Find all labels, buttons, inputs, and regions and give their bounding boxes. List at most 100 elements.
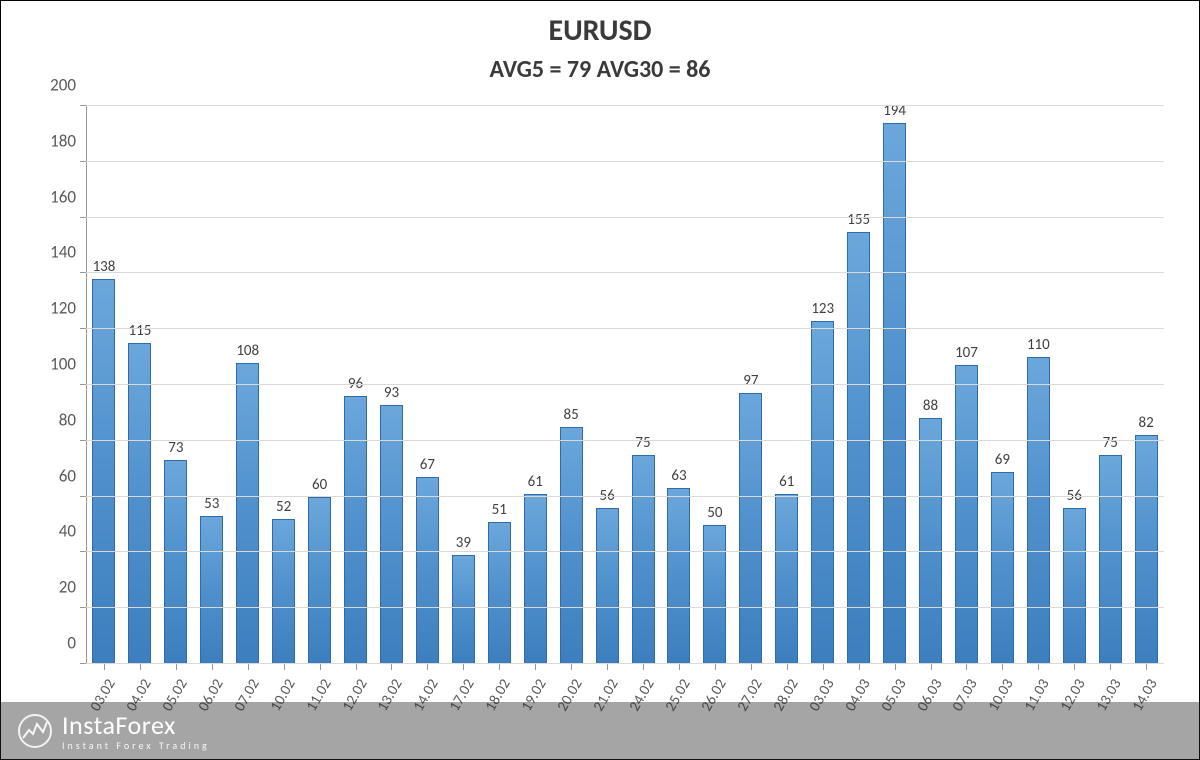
y-tick-label: 100 [50,354,76,375]
plot-inner: 1381157353108526096936739516185567563509… [86,106,1164,664]
x-tick-mark [751,664,752,670]
bar: 69 [991,472,1014,665]
bar: 50 [703,525,726,665]
bar-value-label: 61 [779,473,794,491]
x-tick-mark [320,664,321,670]
x-tick-mark [499,664,500,670]
watermark-bar: InstaForex Instant Forex Trading [0,702,1200,760]
bar-slot: 96 [338,106,374,664]
y-tick-mark [80,384,86,385]
bars-group: 1381157353108526096936739516185567563509… [86,106,1164,664]
bar-slot: 107 [949,106,985,664]
y-tick-label: 160 [50,186,76,207]
bar: 53 [200,516,223,664]
chart-title: EURUSD [6,12,1194,49]
x-tick-mark [463,664,464,670]
bar-value-label: 73 [168,439,183,457]
y-tick-label: 200 [50,75,76,96]
bar: 75 [632,455,655,664]
y-tick-mark [80,161,86,162]
bar-value-label: 67 [420,456,435,474]
y-tick-mark [80,607,86,608]
bar-slot: 51 [481,106,517,664]
x-tick-mark [284,664,285,670]
bar-value-label: 123 [811,300,834,318]
x-tick-mark [427,664,428,670]
bar-value-label: 60 [312,476,327,494]
x-tick-mark [104,664,105,670]
bar-slot: 82 [1128,106,1164,664]
bar: 85 [560,427,583,664]
chart-subtitle: AVG5 = 79 AVG30 = 86 [6,55,1194,84]
x-tick-mark [787,664,788,670]
gridline [86,105,1164,106]
bar-slot: 56 [589,106,625,664]
x-tick-mark [1074,664,1075,670]
bar-value-label: 52 [276,498,291,516]
bar-value-label: 110 [1027,336,1050,354]
x-tick-mark [176,664,177,670]
bar-slot: 60 [302,106,338,664]
bar-value-label: 82 [1139,414,1154,432]
bar-value-label: 69 [995,451,1010,469]
bar-value-label: 93 [384,384,399,402]
gridline [86,496,1164,497]
y-tick-mark [80,440,86,441]
bar-value-label: 53 [204,495,219,513]
bar: 108 [236,363,259,664]
bar-value-label: 63 [671,467,686,485]
gridline [86,272,1164,273]
bar: 56 [1063,508,1086,664]
bar-slot: 69 [984,106,1020,664]
bar-slot: 56 [1056,106,1092,664]
bar: 123 [811,321,834,664]
bar-slot: 63 [661,106,697,664]
gridline [86,551,1164,552]
bar: 51 [488,522,511,664]
bar-value-label: 107 [955,344,978,362]
bar-value-label: 155 [847,211,870,229]
bar-slot: 123 [805,106,841,664]
x-tick-mark [895,664,896,670]
bar: 115 [128,343,151,664]
y-tick-label: 20 [59,577,76,598]
x-tick-mark [715,664,716,670]
bar-slot: 67 [409,106,445,664]
x-tick-mark [535,664,536,670]
y-tick-mark [80,551,86,552]
bar: 107 [955,365,978,664]
x-tick-mark [643,664,644,670]
x-tick-mark [571,664,572,670]
gridline [86,440,1164,441]
x-tick-mark [391,664,392,670]
x-tick-mark [140,664,141,670]
gridline [86,663,1164,664]
bar: 56 [596,508,619,664]
bar: 61 [524,494,547,664]
bar-slot: 53 [194,106,230,664]
bar: 61 [775,494,798,664]
bar: 67 [416,477,439,664]
bar-slot: 110 [1020,106,1056,664]
bar: 110 [1027,357,1050,664]
gridline [86,328,1164,329]
bar: 96 [344,396,367,664]
bar: 60 [308,497,331,664]
x-tick-mark [679,664,680,670]
bar-slot: 138 [86,106,122,664]
y-tick-mark [80,328,86,329]
bar: 73 [164,460,187,664]
watermark-tagline: Instant Forex Trading [62,741,210,751]
bar-slot: 61 [769,106,805,664]
x-tick-mark [1002,664,1003,670]
x-tick-mark [1110,664,1111,670]
gridline [86,217,1164,218]
bar-value-label: 97 [743,372,758,390]
bar: 75 [1099,455,1122,664]
bar-slot: 73 [158,106,194,664]
y-tick-label: 180 [50,130,76,151]
x-tick-mark [931,664,932,670]
bar-slot: 85 [553,106,589,664]
bar: 39 [452,555,475,664]
plot-area: 1381157353108526096936739516185567563509… [86,106,1164,664]
